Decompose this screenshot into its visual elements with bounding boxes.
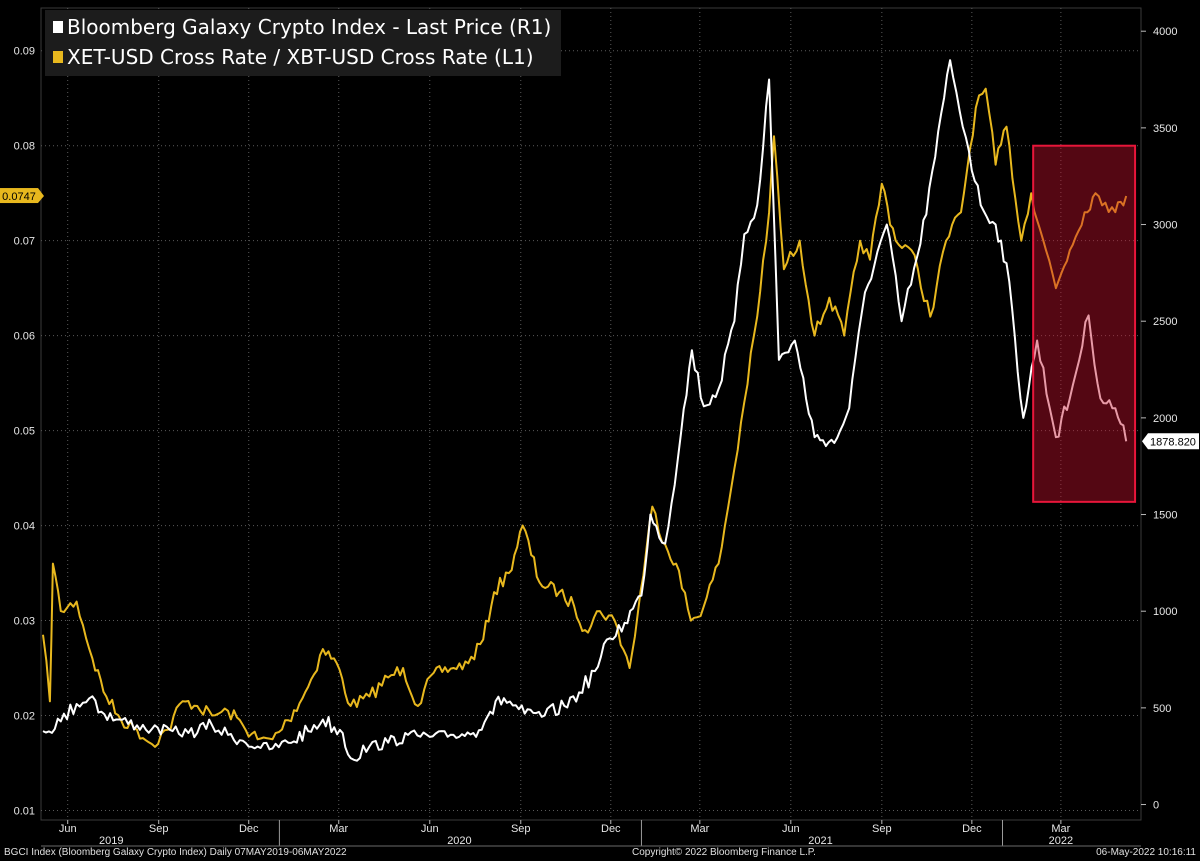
x-tick-label: Dec [601, 823, 621, 835]
y-right-tick-label: 4000 [1153, 26, 1177, 38]
y-left-tick-label: 0.08 [14, 141, 35, 153]
series-line [42, 87, 1128, 748]
axes-layer: 0.01 0.02 0.03 0.04 0.05 0.06 0.07 0.08 0.09 0 500… [0, 26, 1199, 847]
x-tick-label: Dec [962, 823, 982, 835]
legend-swatch-gold [53, 51, 63, 63]
x-tick-label: Jun [421, 823, 439, 835]
x-tick-label: Sep [511, 823, 531, 835]
x-tick-label: Sep [872, 823, 892, 835]
last-value-label-right: 1878.820 [1150, 436, 1196, 448]
x-tick-label: Dec [239, 823, 259, 835]
y-left-tick-label: 0.09 [14, 46, 35, 58]
y-left-tick-label: 0.07 [14, 236, 35, 248]
plot-frame [40, 7, 1142, 821]
x-tick-label: Mar [329, 823, 348, 835]
y-left-tick-label: 0.06 [14, 331, 35, 343]
x-year-label: 2022 [1049, 835, 1073, 847]
y-left-tick-label: 0.03 [14, 616, 35, 628]
grid-lines [40, 7, 1142, 821]
legend-item-ratio: XET-USD Cross Rate / XBT-USD Cross Rate … [53, 42, 551, 72]
footer-copyright: Copyright© 2022 Bloomberg Finance L.P. [632, 847, 816, 858]
x-tick-label: Mar [1051, 823, 1070, 835]
y-right-tick-label: 500 [1153, 703, 1171, 715]
x-year-label: 2021 [808, 835, 832, 847]
y-left-tick-label: 0.02 [14, 711, 35, 723]
last-value-tag-right [1142, 433, 1199, 450]
series-line [42, 59, 1128, 762]
x-tick-label: Sep [149, 823, 169, 835]
last-value-tag-left-arrow [38, 188, 44, 204]
series-layer [42, 59, 1128, 762]
legend-swatch-white [53, 21, 63, 33]
legend-item-index: Bloomberg Galaxy Crypto Index - Last Pri… [53, 12, 551, 42]
y-right-tick-label: 3500 [1153, 123, 1177, 135]
highlight-layer [1032, 144, 1137, 503]
y-right-tick-label: 0 [1153, 800, 1159, 812]
x-tick-label: Mar [690, 823, 709, 835]
legend-label-ratio: XET-USD Cross Rate / XBT-USD Cross Rate … [67, 45, 534, 69]
x-year-label: 2020 [447, 835, 471, 847]
y-left-tick-label: 0.05 [14, 426, 35, 438]
x-tick-label: Jun [59, 823, 77, 835]
y-right-tick-label: 2500 [1153, 316, 1177, 328]
legend-label-index: Bloomberg Galaxy Crypto Index - Last Pri… [67, 15, 552, 39]
footer-timestamp: 06-May-2022 10:16:11 [1096, 847, 1196, 858]
last-value-tag-left [0, 188, 38, 204]
legend: Bloomberg Galaxy Crypto Index - Last Pri… [45, 10, 562, 76]
y-left-tick-label: 0.04 [14, 521, 35, 533]
last-value-label-left: 0.0747 [2, 191, 36, 203]
x-year-label: 2019 [99, 835, 123, 847]
y-right-tick-label: 3000 [1153, 220, 1177, 232]
y-right-tick-label: 2000 [1153, 413, 1177, 425]
highlight-box [1032, 144, 1137, 503]
y-left-tick-label: 0.01 [14, 806, 35, 818]
y-right-tick-label: 1500 [1153, 510, 1177, 522]
footer-source: BGCI Index (Bloomberg Galaxy Crypto Inde… [4, 847, 347, 858]
x-tick-label: Jun [782, 823, 800, 835]
y-right-tick-label: 1000 [1153, 606, 1177, 618]
